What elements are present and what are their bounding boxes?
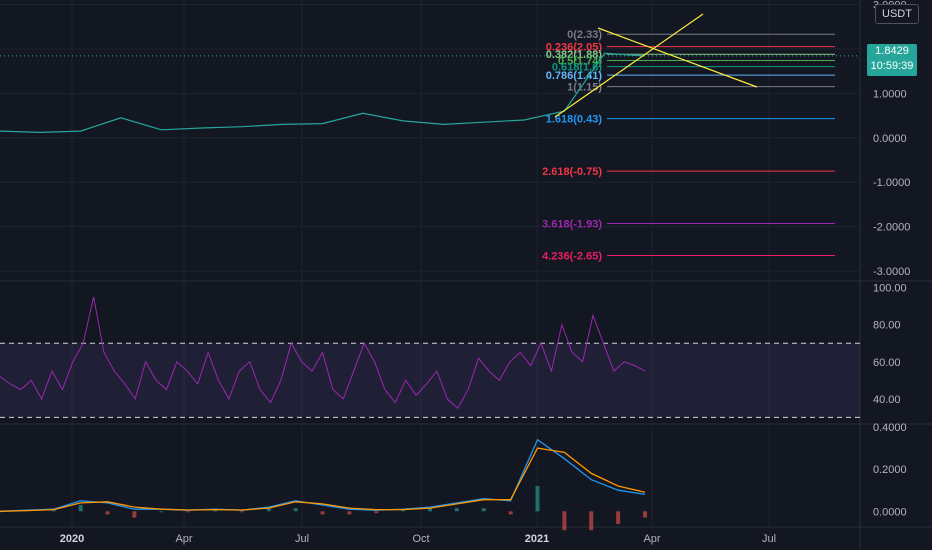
fib-level-label: 3.618(-1.93) bbox=[542, 219, 602, 231]
macd-histogram-bar bbox=[51, 510, 56, 512]
trendline bbox=[597, 27, 758, 88]
price-axis-tick-label: 0.0000 bbox=[873, 133, 907, 145]
price-axis-tick-label: 1.0000 bbox=[873, 88, 907, 100]
fib-level-label: 4.236(-2.65) bbox=[542, 251, 602, 263]
currency-button[interactable]: USDT bbox=[875, 4, 919, 24]
price-series-line bbox=[0, 52, 646, 134]
macd-histogram-bar bbox=[320, 511, 325, 515]
fib-level-label: 0(2.33) bbox=[567, 29, 602, 41]
macd-histogram-bar bbox=[401, 510, 406, 512]
price-axis-tick-label: -3.0000 bbox=[873, 266, 910, 278]
macd-histogram-bar bbox=[428, 508, 432, 512]
fib-level-label: 0.382(1.88) bbox=[546, 49, 603, 61]
macd-histogram-bar bbox=[616, 511, 621, 524]
rsi-line bbox=[0, 296, 646, 409]
macd-histogram-bar bbox=[239, 511, 244, 513]
macd-axis-tick-label: 0.0000 bbox=[873, 506, 907, 518]
macd-histogram-bar bbox=[347, 511, 352, 515]
macd-histogram-bar bbox=[374, 511, 379, 514]
x-axis-tick-label: Apr bbox=[175, 533, 192, 545]
macd-histogram-bar bbox=[159, 511, 164, 513]
x-axis-tick-label: 2020 bbox=[60, 533, 84, 545]
rsi-axis-tick-label: 80.00 bbox=[873, 320, 901, 332]
x-axis-tick-label: Jul bbox=[295, 533, 309, 545]
x-axis-tick-label: 2021 bbox=[525, 533, 549, 545]
last-price-label: 1.8429 10:59:39 bbox=[867, 44, 917, 76]
macd-line bbox=[0, 438, 646, 512]
macd-histogram-bar bbox=[186, 511, 191, 513]
macd-axis-tick-label: 0.4000 bbox=[873, 422, 907, 434]
fib-level-label: 0.618(1.6) bbox=[552, 62, 602, 74]
x-axis-tick-label: Apr bbox=[643, 533, 660, 545]
signal-line bbox=[0, 447, 646, 512]
macd-histogram-bar bbox=[643, 511, 647, 518]
macd-histogram-bar bbox=[266, 508, 271, 512]
fib-level-label: 0.236(2.05) bbox=[546, 42, 603, 54]
last-price-value: 1.8429 bbox=[875, 45, 909, 57]
macd-histogram-bar bbox=[562, 511, 567, 531]
macd-histogram-bar bbox=[132, 511, 137, 518]
x-axis-tick-label: Oct bbox=[412, 533, 429, 545]
rsi-axis-tick-label: 100.00 bbox=[873, 283, 907, 295]
macd-histogram-bar bbox=[293, 508, 298, 512]
macd-histogram-bar bbox=[508, 511, 513, 515]
macd-histogram-bar bbox=[105, 511, 110, 515]
macd-histogram-bar bbox=[589, 511, 594, 531]
trendline bbox=[554, 13, 704, 118]
macd-histogram-bar bbox=[78, 504, 83, 512]
price-axis-tick-label: -1.0000 bbox=[873, 177, 910, 189]
rsi-axis-tick-label: 60.00 bbox=[873, 357, 901, 369]
x-axis-tick-label: Jul bbox=[762, 533, 776, 545]
fib-level-label: 2.618(-0.75) bbox=[542, 166, 602, 178]
fib-level-label: 0.5(1.74) bbox=[558, 55, 602, 67]
bar-countdown: 10:59:39 bbox=[870, 60, 914, 72]
fib-level-label: 0.786(1.41) bbox=[546, 70, 603, 82]
macd-histogram-bar bbox=[481, 508, 486, 512]
price-axis-tick-label: -2.0000 bbox=[873, 222, 910, 234]
macd-histogram-bar bbox=[535, 486, 540, 512]
macd-histogram-bar bbox=[213, 510, 217, 512]
macd-axis-tick-label: 0.2000 bbox=[873, 464, 907, 476]
rsi-axis-tick-label: 40.00 bbox=[873, 394, 901, 406]
macd-histogram-bar bbox=[454, 508, 459, 512]
fib-level-label: 1.618(0.43) bbox=[546, 114, 603, 126]
